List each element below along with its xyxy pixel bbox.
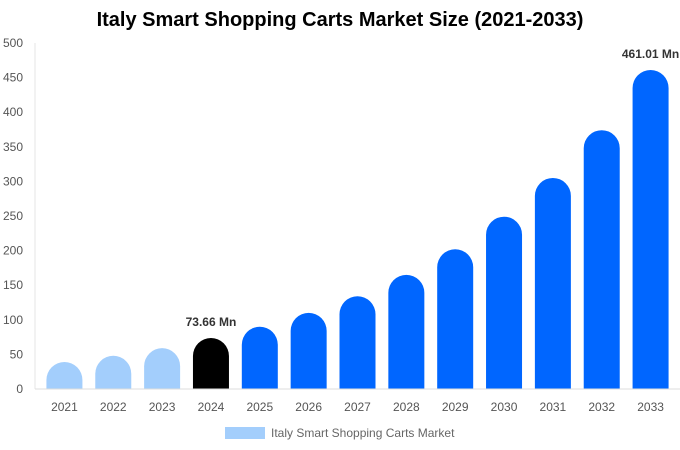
y-tick-label: 250 <box>3 209 23 223</box>
bar-2030[interactable] <box>486 216 523 389</box>
bar-2033[interactable] <box>632 69 669 389</box>
bar-2025[interactable] <box>241 326 278 389</box>
x-tick-label: 2025 <box>246 400 273 414</box>
data-label-2033: 461.01 Mn <box>622 47 679 61</box>
bar-2027[interactable] <box>339 296 376 389</box>
x-tick-label: 2027 <box>344 400 371 414</box>
legend-swatch <box>225 427 265 439</box>
x-tick-label: 2023 <box>149 400 176 414</box>
x-tick-label: 2026 <box>295 400 322 414</box>
legend[interactable]: Italy Smart Shopping Carts Market <box>225 426 454 440</box>
y-tick-label: 500 <box>3 36 23 50</box>
x-tick-label: 2032 <box>588 400 615 414</box>
bar-2026[interactable] <box>290 312 327 389</box>
bar-2031[interactable] <box>534 177 571 389</box>
y-tick-label: 200 <box>3 244 23 258</box>
y-tick-label: 50 <box>10 347 24 361</box>
bar-2023[interactable] <box>144 348 181 389</box>
x-tick-label: 2030 <box>491 400 518 414</box>
y-tick-label: 400 <box>3 105 23 119</box>
bar-2021[interactable] <box>46 362 83 389</box>
y-tick-label: 150 <box>3 278 23 292</box>
y-tick-label: 100 <box>3 313 23 327</box>
x-tick-label: 2021 <box>51 400 78 414</box>
x-tick-label: 2031 <box>540 400 567 414</box>
x-tick-label: 2029 <box>442 400 469 414</box>
bar-2022[interactable] <box>95 355 132 389</box>
x-tick-label: 2033 <box>637 400 664 414</box>
y-tick-label: 0 <box>16 382 23 396</box>
x-tick-label: 2024 <box>198 400 225 414</box>
y-tick-label: 450 <box>3 71 23 85</box>
legend-label: Italy Smart Shopping Carts Market <box>271 426 455 440</box>
chart-title: Italy Smart Shopping Carts Market Size (… <box>96 9 584 31</box>
bar-2029[interactable] <box>437 249 474 389</box>
x-tick-label: 2028 <box>393 400 420 414</box>
bar-2024[interactable] <box>192 338 229 389</box>
bar-2028[interactable] <box>388 274 425 389</box>
bar-2032[interactable] <box>583 130 620 389</box>
y-tick-label: 300 <box>3 174 23 188</box>
x-tick-label: 2022 <box>100 400 127 414</box>
data-label-2024: 73.66 Mn <box>186 315 237 329</box>
y-tick-label: 350 <box>3 140 23 154</box>
